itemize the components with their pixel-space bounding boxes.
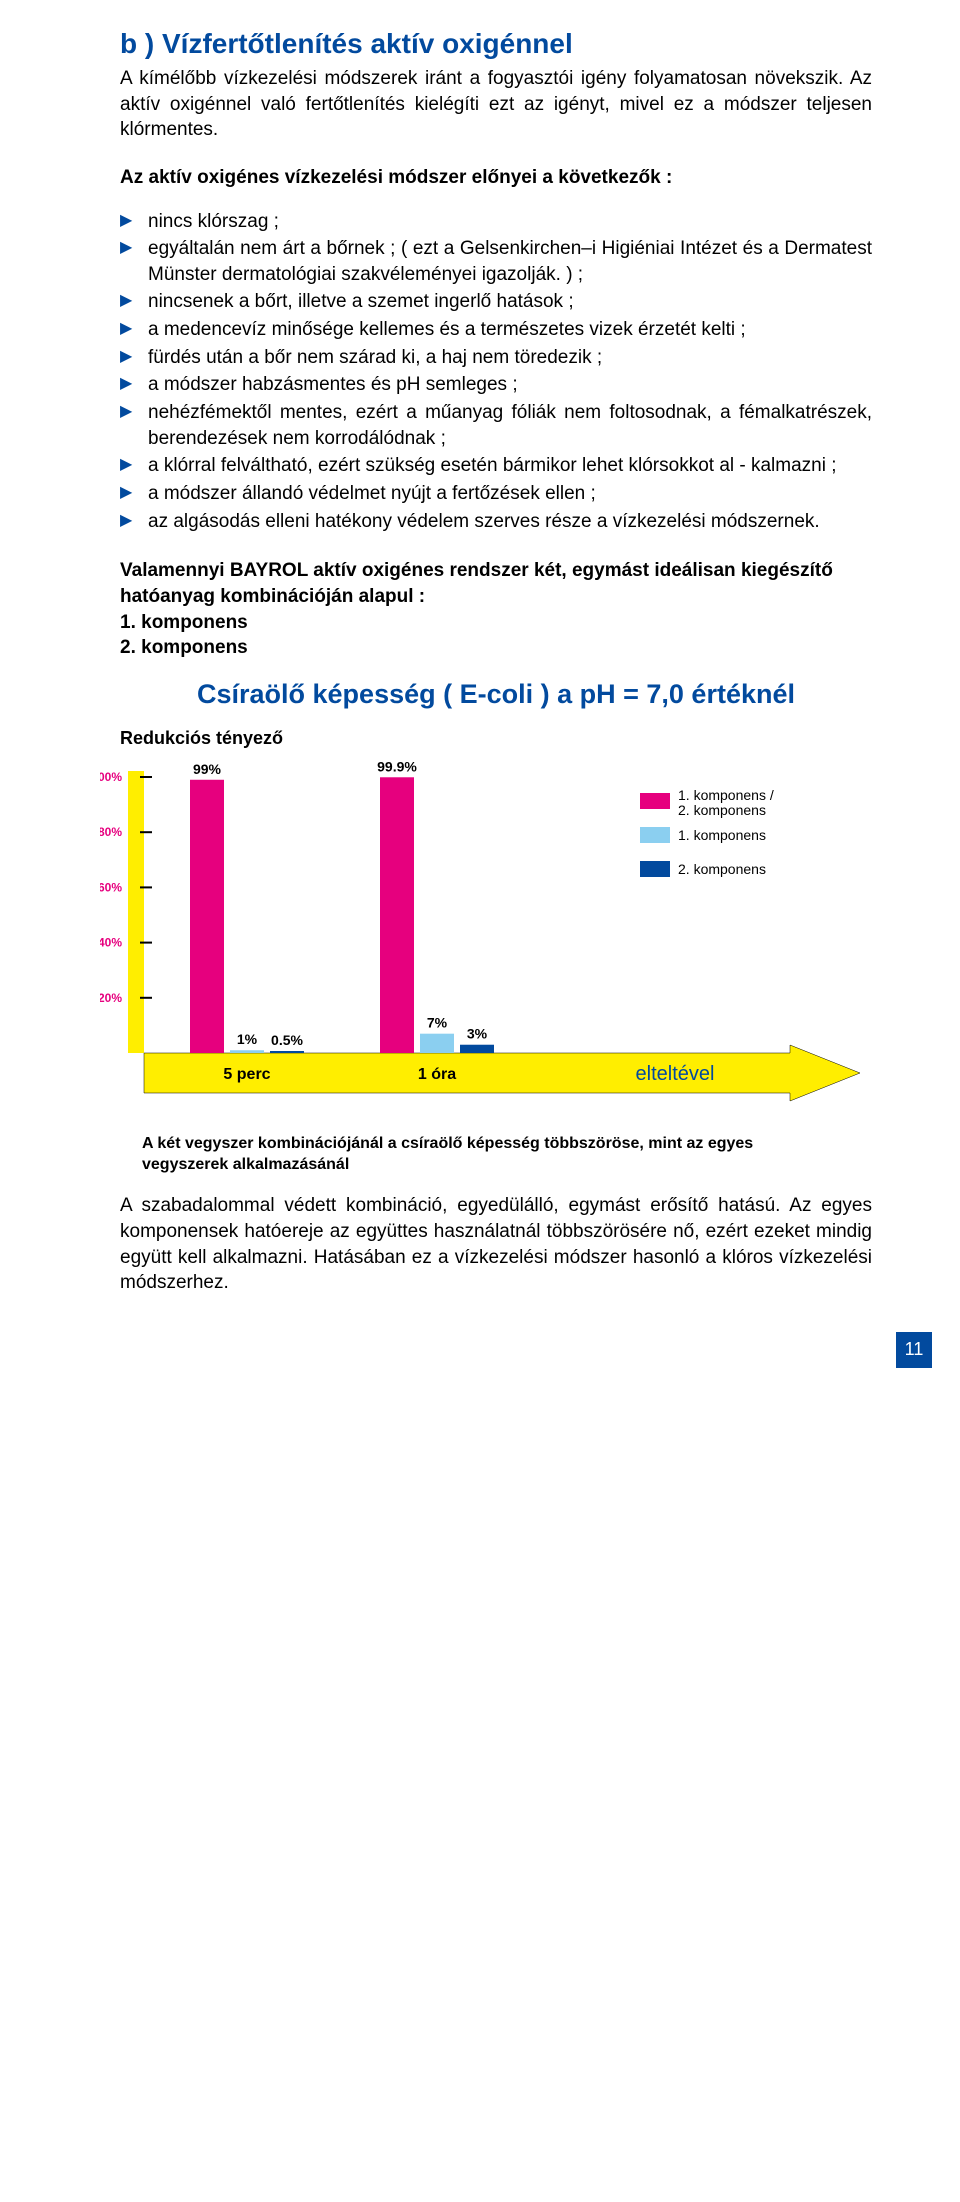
arrow-text: elteltével: [636, 1063, 715, 1085]
legend-label: 1. komponens /: [678, 787, 774, 803]
y-tick: [140, 886, 152, 888]
bar-label: 99.9%: [377, 758, 417, 774]
legend-swatch: [640, 793, 670, 809]
y-axis-bar: [128, 771, 144, 1053]
legend-label: 2. komponens: [678, 802, 766, 818]
combo-heading: Valamennyi BAYROL aktív oxigénes rendsze…: [120, 558, 872, 661]
bar: [460, 1045, 494, 1053]
combo-line-1: Valamennyi BAYROL aktív oxigénes rendsze…: [120, 560, 833, 607]
combo-line-3: 2. komponens: [120, 637, 248, 658]
y-tick-label: 20%: [100, 991, 122, 1005]
list-item: fürdés után a bőr nem szárad ki, a haj n…: [120, 345, 872, 371]
y-tick-label: 80%: [100, 825, 122, 839]
section-title: b ) Vízfertőtlenítés aktív oxigénnel: [120, 28, 872, 60]
x-group-label: 5 perc: [223, 1066, 270, 1083]
footer-paragraph: A szabadalommal védett kombináció, egyed…: [120, 1193, 872, 1296]
bar-label: 99%: [193, 761, 222, 777]
list-item: a módszer állandó védelmet nyújt a fertő…: [120, 481, 872, 507]
bar-label: 0.5%: [271, 1032, 303, 1048]
list-item: a módszer habzásmentes és pH semleges ;: [120, 372, 872, 398]
bar: [230, 1050, 264, 1053]
bar-chart: 100% 80% 60% 40% 20% 99% 1% 0.5% 5 perc 99.9% 7% 3%…: [100, 753, 870, 1123]
bar: [190, 780, 224, 1053]
list-item: az algásodás elleni hatékony védelem sze…: [120, 509, 872, 535]
legend-swatch: [640, 827, 670, 843]
chart-title: Csíraölő képesség ( E-coli ) a pH = 7,0 …: [120, 679, 872, 710]
y-tick-label: 40%: [100, 935, 122, 949]
y-tick-label: 60%: [100, 880, 122, 894]
x-group-label: 1 óra: [418, 1066, 456, 1083]
bar-label: 1%: [237, 1031, 258, 1047]
y-tick: [140, 776, 152, 778]
bar: [270, 1051, 304, 1053]
bar-label: 3%: [467, 1026, 488, 1042]
bar: [380, 777, 414, 1053]
list-item: a klórral felváltható, ezért szükség ese…: [120, 453, 872, 479]
bar-label: 7%: [427, 1014, 448, 1030]
chart-y-axis-label: Redukciós tényező: [120, 728, 872, 749]
advantages-list: nincs klórszag ;egyáltalán nem árt a bőr…: [120, 209, 872, 535]
y-tick: [140, 831, 152, 833]
list-item: nincs klórszag ;: [120, 209, 872, 235]
list-item: nincsenek a bőrt, illetve a szemet inger…: [120, 289, 872, 315]
page-number: 11: [896, 1332, 932, 1368]
bar: [420, 1033, 454, 1052]
list-item: egyáltalán nem árt a bőrnek ; ( ezt a Ge…: [120, 236, 872, 287]
intro-paragraph: A kímélőbb vízkezelési módszerek iránt a…: [120, 66, 872, 143]
legend-swatch: [640, 861, 670, 877]
legend-label: 1. komponens: [678, 827, 766, 843]
list-item: nehézfémektől mentes, ezért a műanyag fó…: [120, 400, 872, 451]
advantages-heading: Az aktív oxigénes vízkezelési módszer el…: [120, 165, 872, 191]
y-tick: [140, 997, 152, 999]
list-item: a medencevíz minősége kellemes és a term…: [120, 317, 872, 343]
y-tick-label: 100%: [100, 770, 122, 784]
combo-line-2: 1. komponens: [120, 612, 248, 633]
chart-container: 100% 80% 60% 40% 20% 99% 1% 0.5% 5 perc 99.9% 7% 3%…: [100, 753, 870, 1128]
chart-caption: A két vegyszer kombinációjánál a csíraöl…: [142, 1134, 842, 1176]
legend-label: 2. komponens: [678, 861, 766, 877]
y-tick: [140, 941, 152, 943]
